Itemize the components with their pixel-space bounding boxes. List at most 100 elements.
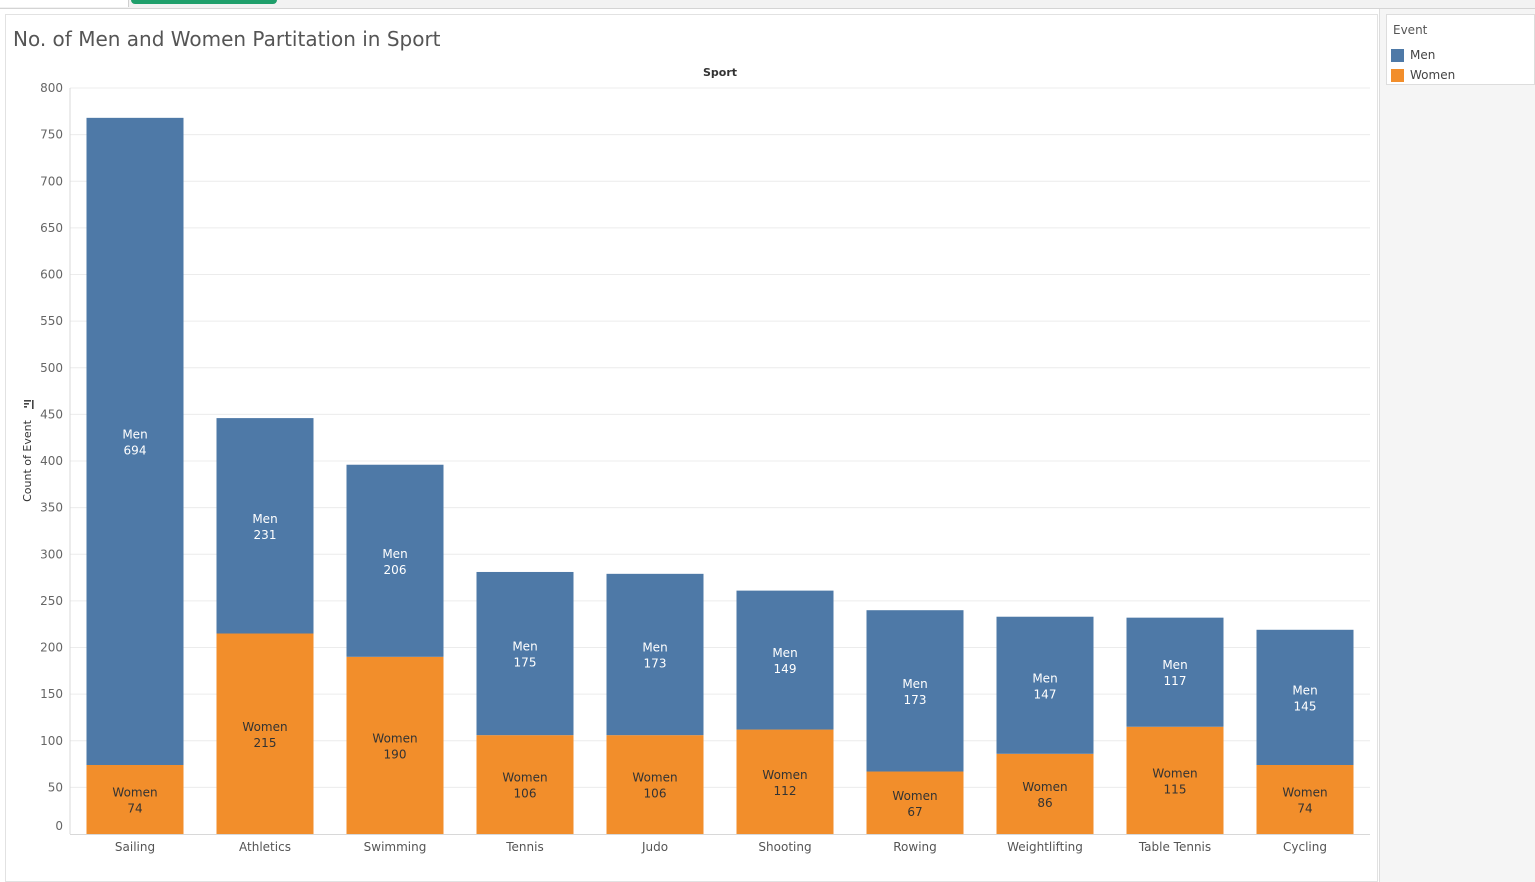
- data-label-value: 112: [774, 784, 797, 798]
- bar-segment-men-judo: [606, 573, 704, 736]
- column-header-sport: Sport: [703, 66, 737, 79]
- data-label-series: Women: [632, 771, 677, 785]
- data-label-value: 67: [907, 805, 922, 819]
- color-legend: Event Men Women: [1386, 14, 1535, 85]
- y-tick-label: 150: [40, 687, 63, 701]
- data-label-series: Women: [1152, 766, 1197, 780]
- bar-segment-women-weightlifting: [996, 753, 1094, 834]
- data-label-series: Men: [1162, 658, 1187, 672]
- bar-segment-women-shooting: [736, 729, 834, 834]
- data-label-series: Men: [512, 640, 537, 654]
- y-tick-label: 250: [40, 594, 63, 608]
- data-label-series: Women: [502, 771, 547, 785]
- data-label-value: 231: [254, 528, 277, 542]
- data-label-series: Men: [1292, 683, 1317, 697]
- legend-label-men: Men: [1410, 48, 1436, 62]
- sheet-tab[interactable]: [0, 0, 129, 7]
- data-label-series: Women: [892, 789, 937, 803]
- y-tick-label: 300: [40, 547, 63, 561]
- bar-segment-men-shooting: [736, 590, 834, 730]
- data-label-value: 145: [1294, 699, 1317, 713]
- bar-segment-women-athletics: [216, 633, 314, 834]
- bar-segment-men-sailing: [86, 117, 184, 765]
- x-category-label: Swimming: [364, 840, 427, 854]
- legend-item-men[interactable]: Men: [1391, 48, 1435, 62]
- active-sheet-tab[interactable]: [131, 0, 277, 4]
- y-tick-label: 500: [40, 361, 63, 375]
- x-category-label: Shooting: [758, 840, 811, 854]
- data-label-value: 173: [644, 656, 667, 670]
- data-label-value: 147: [1034, 687, 1057, 701]
- data-label-value: 215: [254, 736, 277, 750]
- y-tick-label: 550: [40, 314, 63, 328]
- legend-swatch-men: [1391, 48, 1404, 62]
- y-tick-label: 50: [48, 780, 63, 794]
- data-label-value: 175: [514, 656, 537, 670]
- x-category-label: Cycling: [1283, 840, 1327, 854]
- data-label-value: 190: [384, 747, 407, 761]
- bar-segment-men-swimming: [346, 464, 444, 657]
- bar-segment-men-athletics: [216, 418, 314, 634]
- legend-title: Event: [1393, 23, 1428, 37]
- y-tick-label: 450: [40, 407, 63, 421]
- top-toolbar-strip: [0, 0, 1535, 9]
- y-tick-label: 0: [55, 819, 63, 833]
- data-label-value: 106: [514, 787, 537, 801]
- data-label-series: Women: [372, 731, 417, 745]
- y-tick-label: 200: [40, 641, 63, 655]
- data-label-series: Men: [252, 512, 277, 526]
- bar-segment-men-weightlifting: [996, 616, 1094, 754]
- x-category-label: Judo: [641, 840, 668, 854]
- data-label-value: 74: [127, 801, 142, 815]
- data-label-series: Men: [122, 427, 147, 441]
- data-label-series: Men: [902, 677, 927, 691]
- bar-segment-men-rowing: [866, 610, 964, 772]
- data-label-value: 173: [904, 693, 927, 707]
- data-label-value: 149: [774, 662, 797, 676]
- data-label-value: 115: [1164, 782, 1187, 796]
- y-tick-label: 800: [40, 81, 63, 95]
- y-tick-label: 350: [40, 501, 63, 515]
- side-panel: [1379, 9, 1535, 882]
- data-label-series: Women: [1282, 785, 1327, 799]
- x-category-label: Sailing: [115, 840, 155, 854]
- data-label-value: 74: [1297, 801, 1312, 815]
- data-label-series: Men: [382, 547, 407, 561]
- sort-icon: [24, 406, 27, 408]
- y-tick-label: 750: [40, 128, 63, 142]
- y-tick-label: 600: [40, 268, 63, 282]
- sort-icon: [24, 403, 29, 405]
- bar-segment-women-cycling: [1256, 764, 1354, 834]
- bar-segment-women-sailing: [86, 764, 184, 834]
- data-label-series: Women: [112, 785, 157, 799]
- legend-swatch-women: [1391, 68, 1404, 82]
- sort-icon: [24, 400, 31, 402]
- x-category-label: Tennis: [505, 840, 543, 854]
- data-label-series: Men: [1032, 671, 1057, 685]
- x-category-label: Table Tennis: [1138, 840, 1211, 854]
- y-axis-title: Count of Event: [21, 419, 34, 501]
- bar-segment-women-tennis: [476, 735, 574, 834]
- x-category-label: Athletics: [239, 840, 291, 854]
- sort-icon: [32, 400, 34, 409]
- y-tick-label: 400: [40, 454, 63, 468]
- bar-segment-women-rowing: [866, 771, 964, 834]
- bar-segment-women-table-tennis: [1126, 726, 1224, 834]
- x-category-label: Weightlifting: [1007, 840, 1083, 854]
- bar-segment-men-table-tennis: [1126, 617, 1224, 727]
- data-label-series: Men: [642, 640, 667, 654]
- bar-chart: Sport 0 50 100 150 200 250 300 350 400 450 500 550 60…: [21, 66, 1370, 854]
- y-tick-label: 100: [40, 734, 63, 748]
- data-label-series: Women: [242, 720, 287, 734]
- chart-title: No. of Men and Women Partitation in Spor…: [13, 27, 441, 51]
- data-label-value: 86: [1037, 796, 1052, 810]
- bar-segment-men-cycling: [1256, 629, 1354, 765]
- data-label-series: Women: [1022, 780, 1067, 794]
- x-category-label: Rowing: [893, 840, 937, 854]
- bar-segment-women-swimming: [346, 656, 444, 834]
- legend-label-women: Women: [1410, 68, 1456, 82]
- data-label-series: Men: [772, 646, 797, 660]
- bar-segment-men-tennis: [476, 571, 574, 736]
- data-label-value: 694: [124, 443, 147, 457]
- legend-item-women[interactable]: Women: [1391, 68, 1455, 82]
